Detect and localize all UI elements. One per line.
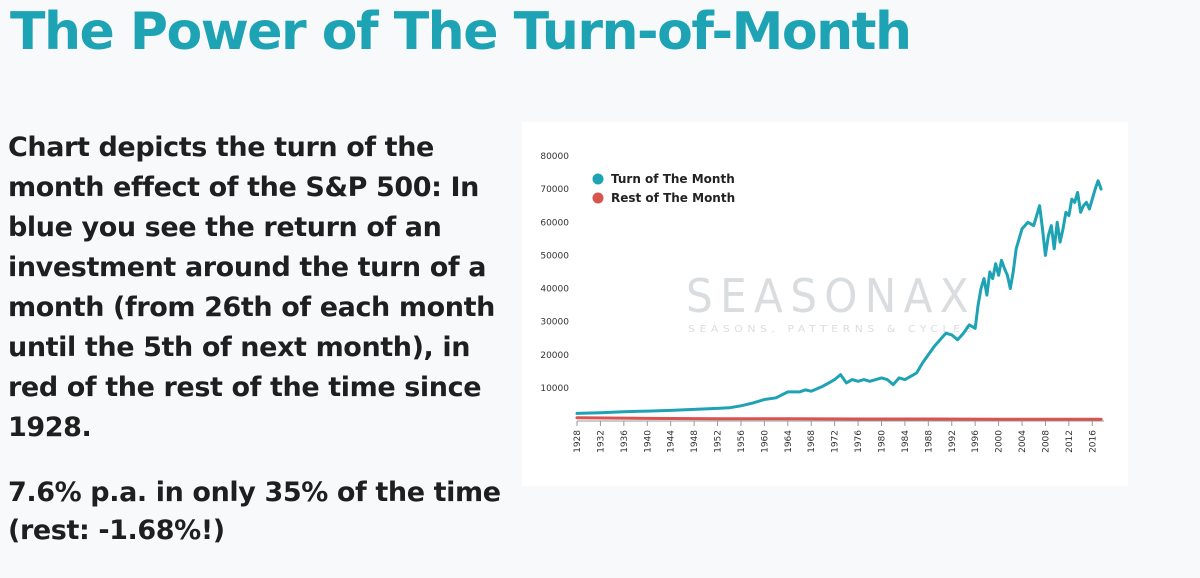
x-tick-label: 1944 xyxy=(667,430,677,453)
x-tick-label: 1992 xyxy=(948,430,958,453)
x-tick-label: 2008 xyxy=(1041,430,1051,453)
x-tick-label: 1928 xyxy=(573,430,583,453)
x-tick-label: 1988 xyxy=(924,430,934,453)
return-stat: 7.6% p.a. in only 35% of the time (rest:… xyxy=(8,474,508,550)
x-tick-label: 1976 xyxy=(854,430,864,453)
y-tick-label: 50000 xyxy=(540,251,569,261)
page-title: The Power of The Turn-of-Month xyxy=(10,2,912,62)
series-line-rest-of-the-month xyxy=(575,416,1103,421)
return-stat-line1: 7.6% p.a. in only 35% of the time xyxy=(8,477,501,508)
legend-label: Turn of The Month xyxy=(611,172,735,186)
x-tick-label: 1948 xyxy=(690,430,700,453)
x-tick-label: 1932 xyxy=(596,430,606,453)
y-tick-label: 20000 xyxy=(540,351,569,361)
x-tick-label: 2012 xyxy=(1065,430,1075,453)
x-tick-label: 1968 xyxy=(807,430,817,453)
legend-marker xyxy=(592,192,604,204)
x-tick-label: 1956 xyxy=(737,430,747,453)
x-tick-label: 1940 xyxy=(643,430,653,453)
legend-label: Rest of The Month xyxy=(611,191,735,205)
y-tick-label: 10000 xyxy=(540,384,569,394)
x-tick-label: 1972 xyxy=(831,430,841,453)
turn-of-month-chart: SEASONAX SEASONS, PATTERNS & CYCLES 1000… xyxy=(540,152,1104,453)
y-tick-label: 80000 xyxy=(540,152,569,162)
x-tick-label: 1996 xyxy=(971,430,981,453)
legend-marker xyxy=(592,173,604,185)
y-tick-label: 60000 xyxy=(540,218,569,228)
x-tick-label: 2016 xyxy=(1088,430,1098,453)
y-tick-label: 40000 xyxy=(540,285,569,295)
x-tick-label: 1964 xyxy=(784,430,794,453)
y-tick-label: 30000 xyxy=(540,318,569,328)
watermark-tagline: SEASONS, PATTERNS & CYCLES xyxy=(688,324,976,335)
x-tick-label: 2000 xyxy=(995,430,1005,453)
series-line-turn-of-the-month xyxy=(575,179,1103,415)
return-stat-line2: (rest: -1.68%!) xyxy=(8,515,225,546)
x-tick-label: 1952 xyxy=(714,430,724,453)
x-tick-label: 2004 xyxy=(1018,430,1028,453)
x-tick-label: 1936 xyxy=(620,430,630,453)
x-tick-label: 1984 xyxy=(901,430,911,453)
chart-description: Chart depicts the turn of the month effe… xyxy=(8,132,495,443)
watermark-brand: SEASONAX xyxy=(686,269,976,323)
watermark: SEASONAX SEASONS, PATTERNS & CYCLES xyxy=(686,269,976,335)
chart-panel: SEASONAX SEASONS, PATTERNS & CYCLES 1000… xyxy=(522,122,1128,486)
x-tick-label: 1960 xyxy=(760,430,770,453)
x-tick-label: 1980 xyxy=(877,430,887,453)
y-tick-label: 70000 xyxy=(540,185,569,195)
